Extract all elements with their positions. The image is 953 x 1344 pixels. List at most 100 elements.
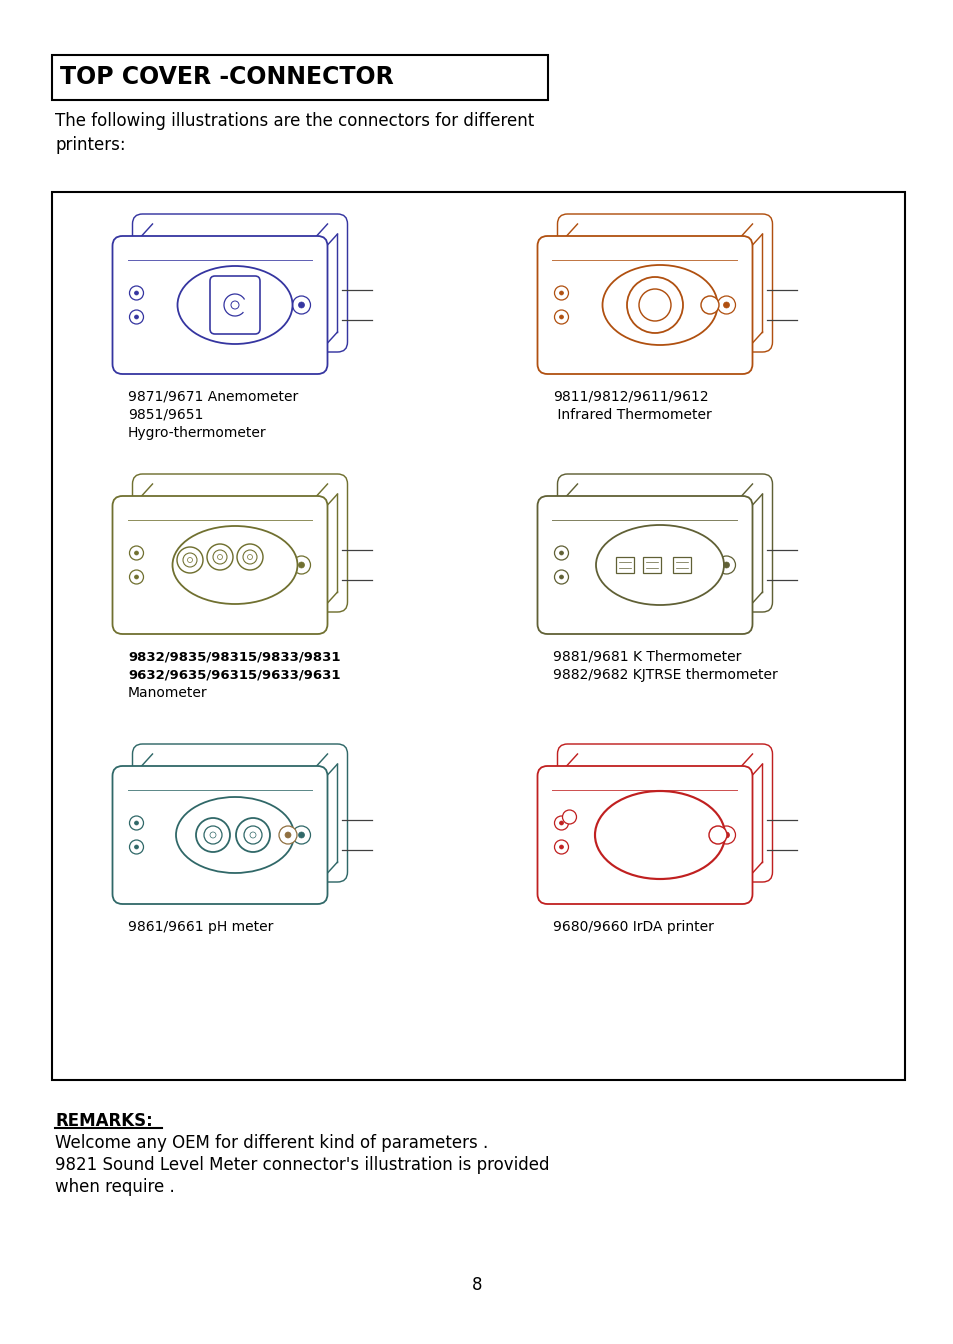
Circle shape [717,296,735,314]
Text: when require .: when require . [55,1177,174,1196]
Text: 9851/9651: 9851/9651 [128,409,203,422]
Bar [672,556,690,573]
Text: 9832/9835/98315/9833/9831: 9832/9835/98315/9833/9831 [128,650,340,663]
Circle shape [130,840,143,853]
Circle shape [213,550,227,564]
Circle shape [298,832,304,839]
FancyBboxPatch shape [557,474,772,612]
Circle shape [134,575,138,579]
FancyBboxPatch shape [537,496,752,634]
Text: Infrared Thermometer: Infrared Thermometer [553,409,711,422]
Circle shape [217,555,222,559]
Circle shape [554,286,568,300]
Circle shape [722,832,729,839]
Circle shape [639,289,670,321]
Circle shape [717,827,735,844]
FancyBboxPatch shape [112,237,327,374]
Circle shape [130,816,143,831]
FancyBboxPatch shape [537,237,752,374]
Circle shape [558,551,563,555]
Circle shape [293,827,310,844]
Circle shape [134,551,138,555]
Circle shape [554,310,568,324]
Circle shape [183,552,196,567]
FancyBboxPatch shape [132,745,347,882]
Text: REMARKS:: REMARKS: [55,1111,152,1130]
Text: Hygro-thermometer: Hygro-thermometer [128,426,266,439]
Circle shape [562,810,576,824]
Circle shape [130,286,143,300]
Circle shape [134,292,138,294]
Circle shape [708,827,726,844]
Ellipse shape [175,797,294,874]
Text: 9871/9671 Anemometer: 9871/9671 Anemometer [128,390,298,405]
Circle shape [244,827,262,844]
Circle shape [204,827,222,844]
FancyBboxPatch shape [557,214,772,352]
Circle shape [278,827,296,844]
Text: 9881/9681 K Thermometer: 9881/9681 K Thermometer [553,650,740,664]
Circle shape [231,301,239,309]
FancyBboxPatch shape [132,214,347,352]
Circle shape [558,845,563,849]
Circle shape [195,818,230,852]
Circle shape [177,547,203,573]
Circle shape [293,296,310,314]
Bar [52,192,904,1081]
Bar [616,556,634,573]
Circle shape [558,292,563,294]
FancyBboxPatch shape [132,474,347,612]
Circle shape [235,818,270,852]
Text: 9632/9635/96315/9633/9631: 9632/9635/96315/9633/9631 [128,668,340,681]
Circle shape [298,302,304,308]
Text: 9882/9682 KJTRSE thermometer: 9882/9682 KJTRSE thermometer [553,668,777,681]
Circle shape [722,302,729,308]
Text: Welcome any OEM for different kind of parameters .: Welcome any OEM for different kind of pa… [55,1134,488,1152]
Bar [52,55,547,99]
Circle shape [558,821,563,825]
Circle shape [558,314,563,319]
Circle shape [554,840,568,853]
Circle shape [558,575,563,579]
Circle shape [236,544,263,570]
Circle shape [243,550,256,564]
Circle shape [134,845,138,849]
Circle shape [293,556,310,574]
Ellipse shape [177,266,293,344]
Text: 9811/9812/9611/9612: 9811/9812/9611/9612 [553,390,708,405]
Circle shape [247,555,253,559]
Text: Manometer: Manometer [128,685,208,700]
Text: TOP COVER -CONNECTOR: TOP COVER -CONNECTOR [60,66,394,90]
Circle shape [134,821,138,825]
Ellipse shape [596,526,723,605]
Text: 8: 8 [471,1275,482,1294]
Circle shape [626,277,682,333]
Ellipse shape [602,265,717,345]
Text: printers:: printers: [55,136,126,155]
Circle shape [134,314,138,319]
Circle shape [210,832,215,839]
Circle shape [717,556,735,574]
FancyBboxPatch shape [537,766,752,905]
Text: 9861/9661 pH meter: 9861/9661 pH meter [128,921,274,934]
Circle shape [285,832,291,839]
FancyBboxPatch shape [112,766,327,905]
FancyBboxPatch shape [557,745,772,882]
FancyBboxPatch shape [112,496,327,634]
Circle shape [700,296,719,314]
Circle shape [554,816,568,831]
Circle shape [722,562,729,569]
Circle shape [554,546,568,560]
Text: The following illustrations are the connectors for different: The following illustrations are the conn… [55,112,534,130]
Circle shape [207,544,233,570]
Ellipse shape [595,792,724,879]
Circle shape [188,558,193,563]
Circle shape [130,570,143,585]
FancyBboxPatch shape [210,276,260,335]
Circle shape [130,310,143,324]
Circle shape [250,832,255,839]
Ellipse shape [172,526,297,603]
Circle shape [298,562,304,569]
Bar [642,556,660,573]
Text: 9680/9660 IrDA printer: 9680/9660 IrDA printer [553,921,713,934]
